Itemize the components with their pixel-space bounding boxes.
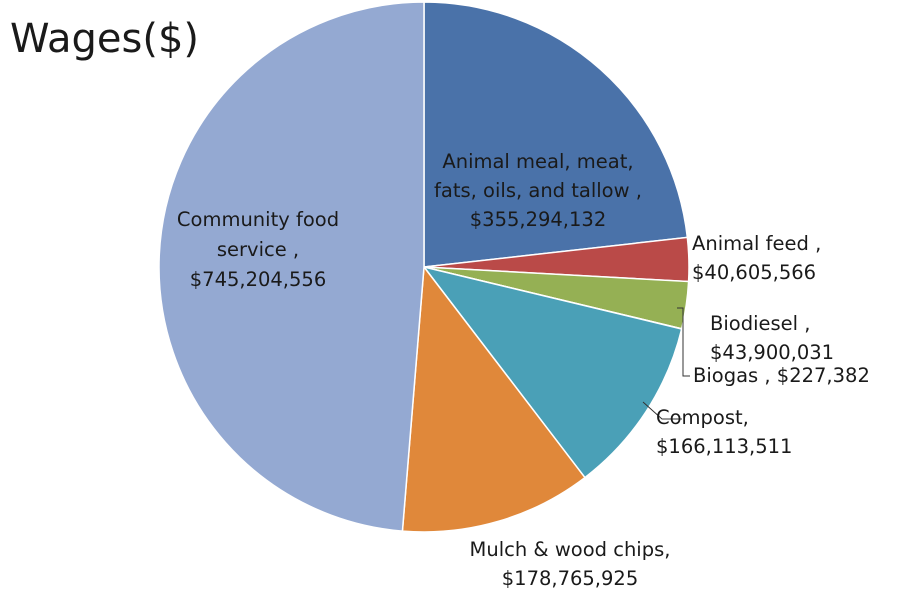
data-label-line: Mulch & wood chips, bbox=[470, 538, 671, 561]
data-label-biogas: Biogas , $227,382 bbox=[693, 364, 870, 387]
data-label-line: Animal feed , bbox=[692, 232, 821, 255]
data-label-line: $43,900,031 bbox=[710, 341, 834, 364]
data-label-line: $178,765,925 bbox=[502, 567, 638, 590]
data-label-line: $166,113,511 bbox=[656, 435, 792, 458]
data-label-line: Community food bbox=[177, 208, 339, 231]
leader-lines bbox=[642, 307, 690, 420]
slice-mulch-wood-chips bbox=[401, 264, 586, 533]
slice-animal-meal-meat-fats-oils-and-tallow bbox=[423, 1, 689, 268]
leader-line-biogas bbox=[677, 307, 690, 377]
data-label-line: $745,204,556 bbox=[190, 268, 326, 291]
data-label-community-food-service: Community food service , $745,204,556 bbox=[177, 208, 339, 291]
slice-labels: Animal meal, meat, fats, oils, and tallow… bbox=[177, 150, 870, 590]
data-label-animal-feed: Animal feed , $40,605,566 bbox=[692, 232, 821, 284]
data-label-line: Biogas , $227,382 bbox=[693, 364, 870, 387]
data-label-line: Animal meal, meat, bbox=[442, 150, 633, 173]
data-label-line: $355,294,132 bbox=[470, 208, 606, 231]
slice-compost bbox=[422, 265, 683, 479]
data-label-mulch-wood-chips: Mulch & wood chips, $178,765,925 bbox=[470, 538, 671, 590]
data-label-biodiesel: Biodiesel , $43,900,031 bbox=[710, 312, 834, 364]
data-label-line: $40,605,566 bbox=[692, 261, 816, 284]
leader-line-compost bbox=[642, 401, 682, 420]
slice-community-food-service bbox=[158, 1, 425, 532]
data-label-line: service , bbox=[217, 238, 299, 261]
data-label-line: Biodiesel , bbox=[710, 312, 811, 335]
data-label-line: Compost, bbox=[656, 406, 749, 429]
chart-title: Wages($) bbox=[10, 16, 199, 62]
data-label-animal-meal-meat-fats-oils-and-tallow: Animal meal, meat, fats, oils, and tallow… bbox=[434, 150, 642, 231]
data-label-compost: Compost, $166,113,511 bbox=[656, 406, 792, 458]
data-label-line: fats, oils, and tallow , bbox=[434, 179, 642, 202]
pie-slices bbox=[158, 1, 690, 533]
